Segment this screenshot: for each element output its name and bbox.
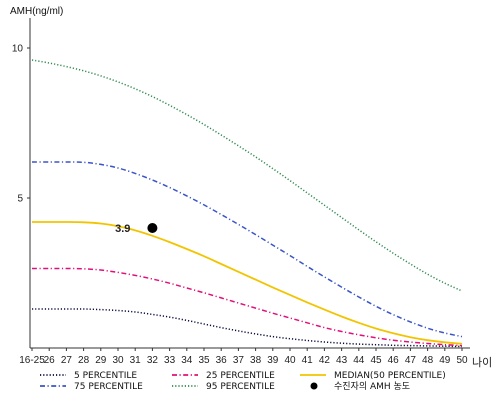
legend-label: 25 PERCENTILE xyxy=(206,371,275,381)
x-tick-label: 43 xyxy=(336,355,348,366)
x-tick-label: 33 xyxy=(164,355,176,366)
patient-amh-marker xyxy=(147,223,158,233)
legend-marker-swatch xyxy=(310,382,318,390)
x-tick-label: 36 xyxy=(216,355,228,366)
series-line-3 xyxy=(32,161,463,338)
x-tick-label: 39 xyxy=(267,355,279,366)
x-tick-label: 38 xyxy=(250,355,262,366)
x-tick-label: 16-25 xyxy=(19,355,45,366)
chart-axes: AMH(ng/ml) 나이 xyxy=(10,6,492,369)
marker-annotation: 3.9 xyxy=(115,223,130,235)
x-tick-label: 47 xyxy=(405,355,417,366)
x-axis-title: 나이 xyxy=(472,356,492,369)
x-tick-label: 34 xyxy=(181,355,193,366)
x-tick-label: 26 xyxy=(44,355,56,366)
series-line-1 xyxy=(32,267,463,347)
series-layer xyxy=(31,59,463,348)
x-tick-label: 46 xyxy=(388,355,400,366)
x-tick-label: 37 xyxy=(233,355,245,366)
x-tick-label: 40 xyxy=(284,355,296,366)
x-tick-label: 42 xyxy=(319,355,331,366)
x-tick-label: 44 xyxy=(353,355,365,366)
x-tick-label: 29 xyxy=(95,355,107,366)
x-tick-label: 31 xyxy=(130,355,142,366)
y-axis-title: AMH(ng/ml) xyxy=(10,6,63,17)
y-ticks: 5 10 xyxy=(12,44,30,205)
legend-label: 5 PERCENTILE xyxy=(74,371,137,381)
marker-layer: 3.9 xyxy=(115,223,158,235)
x-tick-label: 35 xyxy=(198,355,210,366)
x-tick-label: 30 xyxy=(112,355,124,366)
x-tick-label: 45 xyxy=(370,355,382,366)
x-tick-label: 32 xyxy=(147,355,159,366)
x-tick-label: 28 xyxy=(78,355,90,366)
y-tick-label: 5 xyxy=(17,194,23,205)
series-line-2 xyxy=(32,221,463,345)
series-line-0 xyxy=(32,308,463,348)
x-tick-label: 48 xyxy=(422,355,434,366)
x-tick-label: 50 xyxy=(456,355,468,366)
legend-label: 수진자의 AMH 농도 xyxy=(334,381,410,392)
legend-label: 95 PERCENTILE xyxy=(206,382,275,392)
x-tick-label: 41 xyxy=(302,355,314,366)
legend-label: MEDIAN(50 PERCENTILE) xyxy=(334,371,446,381)
x-tick-label: 27 xyxy=(61,355,73,366)
x-tick-label: 49 xyxy=(439,355,451,366)
y-tick-label: 10 xyxy=(12,44,24,55)
legend-label: 75 PERCENTILE xyxy=(74,382,143,392)
legend: 5 PERCENTILE 25 PERCENTILE MEDIAN(50 PERCE… xyxy=(40,371,446,392)
series-line-4 xyxy=(31,59,463,292)
